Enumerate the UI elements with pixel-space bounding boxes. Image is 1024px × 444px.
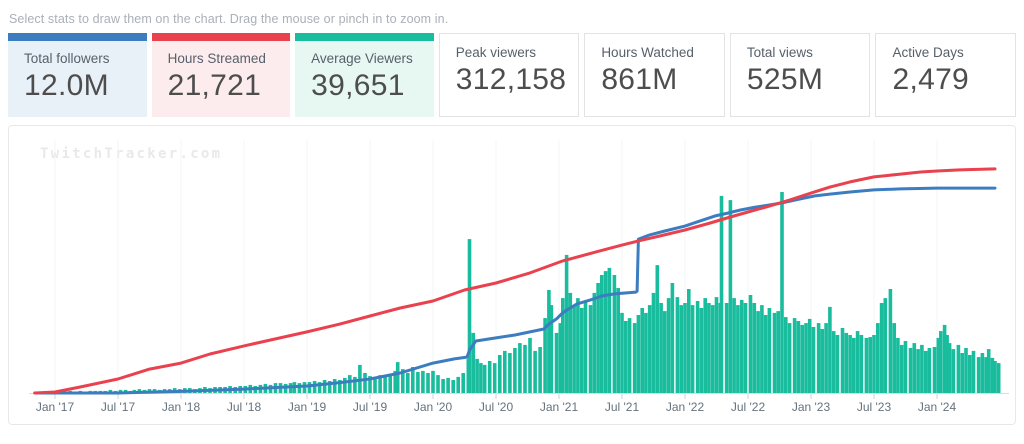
x-axis-label: Jan '21 (540, 400, 579, 414)
x-axis-label: Jan '17 (36, 400, 75, 414)
chart-instruction-text: Select stats to draw them on the chart. … (9, 12, 449, 26)
stat-card-value: 525M (746, 63, 824, 96)
series-hours-streamed (33, 167, 997, 395)
stat-card-value: 21,721 (167, 69, 262, 102)
x-axis-label: Jul '20 (479, 400, 514, 414)
stat-card-value: 861M (601, 63, 678, 96)
stat-card-label: Hours Streamed (167, 51, 266, 66)
stat-card-average-viewers[interactable]: Average Viewers 39,651 (295, 33, 434, 117)
stat-card-hours-watched[interactable]: Hours Watched 861M (584, 33, 725, 117)
x-axis: Jan '17 Jul '17 Jan '18 Jul '18 Jan '19 Jul '… (29, 393, 1009, 414)
chart-panel: TwitchTracker.com Jan '17 Jul '17 Jan '18 J… (8, 125, 1016, 425)
stat-card-label: Total followers (24, 51, 110, 66)
x-axis-label: Jan '24 (918, 400, 957, 414)
series-average-viewers (58, 192, 1001, 393)
stat-card-hours-streamed[interactable]: Hours Streamed 21,721 (151, 33, 291, 117)
stat-card-label: Active Days (892, 45, 964, 60)
stat-card-label: Hours Watched (601, 45, 694, 60)
stat-card-active-days[interactable]: Active Days 2,479 (875, 33, 1017, 117)
x-axis-label: Jan '23 (792, 400, 831, 414)
stat-card-label: Peak viewers (455, 45, 537, 60)
x-axis-label: Jul '23 (857, 400, 892, 414)
stat-card-value: 12.0M (24, 69, 109, 102)
chart-svg[interactable]: Jan '17 Jul '17 Jan '18 Jul '18 Jan '19 Jul '… (9, 126, 1015, 424)
stat-card-total-views[interactable]: Total views 525M (729, 33, 871, 117)
x-axis-label: Jul '19 (353, 400, 388, 414)
stat-card-total-followers[interactable]: Total followers 12.0M (8, 33, 147, 117)
stat-card-label: Total views (746, 45, 813, 60)
stat-card-value: 39,651 (311, 69, 405, 102)
stat-card-value: 312,158 (455, 63, 567, 96)
x-axis-label: Jan '18 (162, 400, 201, 414)
stat-card-value: 2,479 (892, 63, 970, 96)
x-axis-label: Jul '17 (101, 400, 136, 414)
stat-card-label: Average Viewers (311, 51, 413, 66)
x-axis-label: Jul '21 (605, 400, 640, 414)
x-axis-label: Jan '20 (414, 400, 453, 414)
watermark: TwitchTracker.com (40, 146, 223, 162)
x-axis-label: Jul '18 (227, 400, 262, 414)
x-axis-label: Jan '19 (288, 400, 327, 414)
x-axis-label: Jul '22 (731, 400, 766, 414)
stat-card-peak-viewers[interactable]: Peak viewers 312,158 (438, 33, 580, 117)
stat-cards-row: Total followers 12.0M Hours Streamed 21,… (8, 33, 1017, 117)
x-axis-label: Jan '22 (666, 400, 705, 414)
